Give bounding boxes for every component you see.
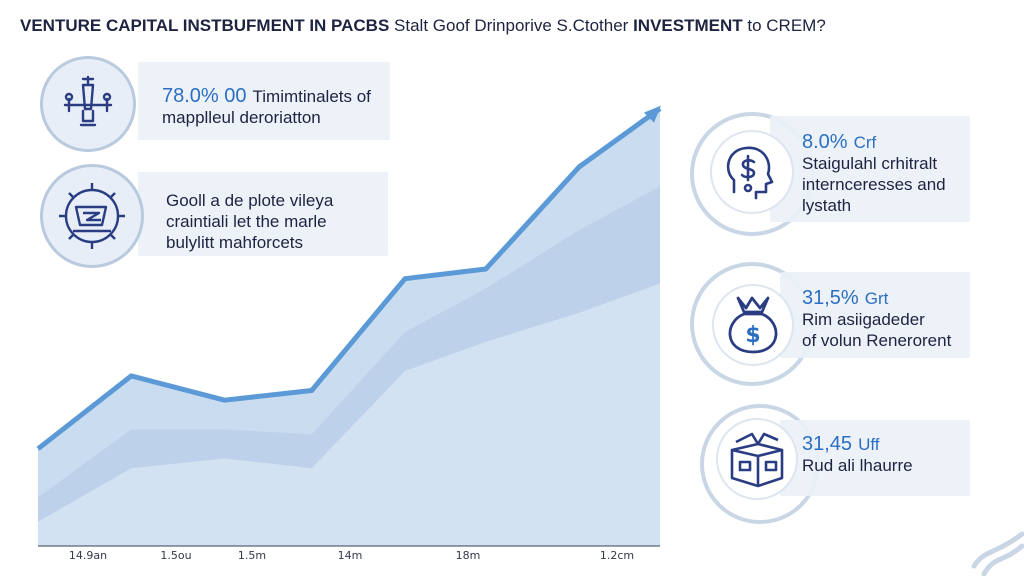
series-1-line xyxy=(36,106,662,451)
right-card-1-line3: lystath xyxy=(802,196,852,215)
left-card-1-line2: mapplleul deroriatton xyxy=(162,108,321,127)
wind-turbine-icon xyxy=(63,75,113,127)
x-tick-label: 1.2cm xyxy=(600,549,634,562)
right-card-3-number: 31,45 xyxy=(802,433,853,455)
right-card-1-line2: internceresses and xyxy=(802,175,946,194)
x-tick-label: 14m xyxy=(338,549,363,562)
x-tick-label: 18m xyxy=(456,549,481,562)
title-bold-b: INVESTMENT xyxy=(633,16,743,35)
right-card-2-unit: Grt xyxy=(864,289,889,308)
title-tail: to CREM? xyxy=(742,16,826,35)
right-card-2-number: 31,5% xyxy=(802,287,859,309)
right-card-3-unit: Uff xyxy=(858,435,880,454)
left-card-1-icon-circle xyxy=(40,56,136,152)
x-tick-label: 1.5ou xyxy=(160,549,191,562)
title-bold-a: VENTURE CAPITAL INSTBUFMENT IN PACBS xyxy=(20,16,390,35)
right-card-1-unit: Crf xyxy=(853,133,877,152)
right-card-1-icon-circle xyxy=(710,130,794,214)
gear-chip-icon xyxy=(59,183,125,249)
left-card-2: Gooll a de plote vileya craintiali let t… xyxy=(138,172,388,256)
right-card-2-line2: of volun Renerorent xyxy=(802,331,952,350)
money-bag-icon: $ xyxy=(728,296,778,354)
area-series-3 xyxy=(38,283,660,546)
x-tick-label: 1.5m xyxy=(238,549,266,562)
left-card-2-line1: Gooll a de plote vileya xyxy=(166,191,334,210)
left-card-2-line2: craintiali let the marle xyxy=(166,212,327,231)
head-dollar-icon xyxy=(726,146,774,200)
left-card-1-number: 78.0% 00 xyxy=(162,85,247,107)
trend-arrowhead xyxy=(644,105,661,123)
svg-text:$: $ xyxy=(745,323,760,348)
left-card-2-line3: bulylitt mahforcets xyxy=(166,233,303,252)
left-card-1-line1: Timimtinalets of xyxy=(252,87,371,106)
left-card-1: 78.0% 00 Timimtinalets of mapplleul deror… xyxy=(138,62,390,140)
right-card-3-icon-circle xyxy=(716,418,798,500)
right-card-3-line1: Rud ali lhaurre xyxy=(802,456,913,475)
page-title: VENTURE CAPITAL INSTBUFMENT IN PACBS Sta… xyxy=(20,16,1010,36)
title-plain: Stalt Goof Drinporive S.Ctother xyxy=(389,16,634,35)
right-card-2: 31,5% Grt Rim asiigadeder of volun Renero… xyxy=(780,272,970,358)
open-box-icon xyxy=(730,432,784,488)
right-card-3: 31,45 Uff Rud ali lhaurre xyxy=(780,420,970,496)
right-card-2-icon-circle: $ xyxy=(712,284,794,366)
wave-decoration-icon xyxy=(971,531,1024,576)
right-card-1: 8.0% Crf Staigulahl crhitralt internceres… xyxy=(770,116,970,222)
left-card-2-icon-circle xyxy=(40,164,144,268)
right-card-2-line1: Rim asiigadeder xyxy=(802,310,925,329)
x-tick-label: 14.9an xyxy=(69,549,107,562)
right-card-1-line1: Staigulahl crhitralt xyxy=(802,154,938,173)
right-card-1-number: 8.0% xyxy=(802,131,848,153)
